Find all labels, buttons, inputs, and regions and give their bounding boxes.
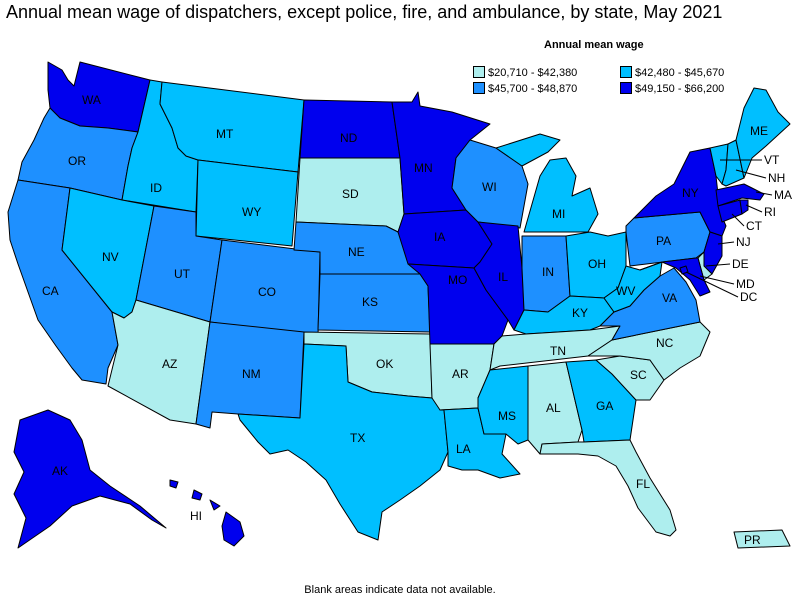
state-label-ME: ME	[750, 124, 768, 138]
state-ND[interactable]	[299, 99, 401, 159]
leader-line-md	[699, 275, 735, 285]
state-label-NY: NY	[682, 186, 699, 200]
state-label-UT: UT	[174, 267, 191, 281]
state-label-MN: MN	[414, 161, 433, 175]
state-label-OK: OK	[376, 357, 393, 371]
state-label-WA: WA	[82, 93, 101, 107]
state-label-MA: MA	[774, 188, 792, 202]
state-AZ[interactable]	[107, 299, 211, 425]
state-label-NJ: NJ	[736, 235, 751, 249]
state-RI[interactable]	[739, 199, 749, 215]
state-label-CA: CA	[42, 284, 59, 298]
state-ME[interactable]	[735, 87, 791, 179]
state-MD[interactable]	[639, 257, 711, 297]
state-label-DC: DC	[740, 290, 758, 304]
state-label-OR: OR	[68, 154, 86, 168]
state-label-AL: AL	[546, 401, 561, 415]
leader-line-ma	[755, 191, 773, 196]
legend-item-tier-4: $49,150 - $66,200	[620, 82, 724, 95]
state-PR[interactable]	[733, 529, 791, 549]
legend-swatch	[473, 66, 485, 78]
state-WY[interactable]	[195, 159, 299, 247]
state-label-NH: NH	[768, 171, 785, 185]
state-label-SD: SD	[342, 187, 359, 201]
state-label-TN: TN	[550, 344, 566, 358]
state-label-NE: NE	[348, 245, 365, 259]
legend-title: Annual mean wage	[544, 39, 644, 51]
state-label-MD: MD	[736, 277, 755, 291]
legend-label: $45,700 - $48,870	[488, 83, 578, 95]
state-label-AZ: AZ	[162, 357, 177, 371]
state-label-DE: DE	[732, 257, 749, 271]
state-label-IA: IA	[434, 230, 445, 244]
legend-label: $49,150 - $66,200	[635, 83, 725, 95]
state-label-MT: MT	[216, 127, 234, 141]
leader-line-ct	[731, 213, 745, 227]
state-label-VT: VT	[764, 153, 780, 167]
state-label-ID: ID	[150, 181, 162, 195]
map-title: Annual mean wage of dispatchers, except …	[6, 2, 723, 22]
legend-swatch	[620, 82, 632, 94]
state-label-PA: PA	[656, 234, 671, 248]
state-label-ND: ND	[340, 131, 358, 145]
state-label-GA: GA	[596, 399, 613, 413]
state-FL[interactable]	[539, 439, 677, 537]
leader-line-nj	[717, 241, 735, 245]
state-label-NC: NC	[656, 336, 674, 350]
state-label-WI: WI	[482, 180, 497, 194]
state-label-NM: NM	[242, 367, 261, 381]
state-label-PR: PR	[744, 533, 761, 547]
state-TX[interactable]	[237, 343, 449, 541]
state-label-MO: MO	[448, 273, 467, 287]
state-label-WY: WY	[242, 205, 261, 219]
leader-line-dc	[685, 271, 739, 298]
state-label-MI: MI	[552, 207, 565, 221]
leader-lines	[685, 159, 773, 298]
state-labels: WA OR CA ID NV MT WY UT AZ CO NM ND SD N…	[42, 93, 792, 547]
state-label-NV: NV	[102, 250, 119, 264]
leader-line-ri	[745, 204, 763, 213]
state-label-WV: WV	[616, 284, 635, 298]
state-NC[interactable]	[587, 321, 711, 381]
state-label-AR: AR	[452, 367, 469, 381]
state-HI[interactable]	[169, 479, 245, 547]
state-label-IL: IL	[498, 270, 508, 284]
footnote: Blank areas indicate data not available.	[304, 584, 496, 596]
legend-item-tier-1: $20,710 - $42,380	[473, 66, 577, 79]
state-NM[interactable]	[195, 321, 305, 429]
state-MI[interactable]	[495, 133, 599, 233]
state-label-VA: VA	[662, 291, 677, 305]
leader-line-de	[705, 263, 731, 267]
legend-swatch	[473, 82, 485, 94]
state-label-OH: OH	[588, 257, 606, 271]
state-WV[interactable]	[603, 261, 663, 313]
legend-label: $42,480 - $45,670	[635, 67, 725, 79]
state-label-KS: KS	[362, 295, 378, 309]
state-label-AK: AK	[52, 464, 68, 478]
state-IL[interactable]	[473, 221, 525, 331]
legend-swatch	[620, 66, 632, 78]
state-label-RI: RI	[764, 205, 776, 219]
state-WI[interactable]	[451, 139, 529, 229]
state-label-IN: IN	[542, 265, 554, 279]
state-label-FL: FL	[636, 477, 650, 491]
state-label-SC: SC	[630, 368, 647, 382]
state-label-LA: LA	[456, 442, 471, 456]
state-label-MS: MS	[498, 409, 516, 423]
legend-item-tier-2: $42,480 - $45,670	[620, 66, 724, 79]
legend-item-tier-3: $45,700 - $48,870	[473, 82, 577, 95]
state-label-TX: TX	[350, 431, 365, 445]
state-label-KY: KY	[572, 306, 588, 320]
legend-label: $20,710 - $42,380	[488, 67, 578, 79]
state-AK[interactable]	[13, 409, 167, 549]
state-label-CT: CT	[746, 219, 763, 233]
state-label-HI: HI	[190, 509, 202, 523]
state-label-CO: CO	[258, 285, 276, 299]
leader-line-nh	[735, 169, 767, 179]
